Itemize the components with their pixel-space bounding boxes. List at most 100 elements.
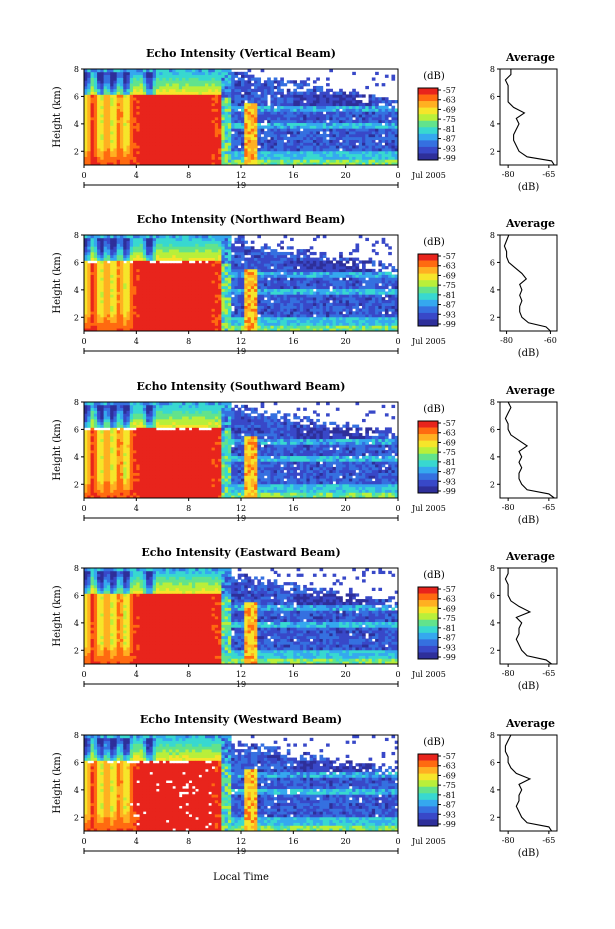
- heatmap-cell: [84, 91, 88, 95]
- heatmap-cell: [133, 162, 137, 166]
- heatmap-cell: [218, 105, 222, 109]
- heatmap-cell: [299, 139, 304, 143]
- heatmap-cell: [169, 243, 173, 247]
- heatmap-cell: [224, 122, 229, 126]
- heatmap-cell: [100, 156, 105, 160]
- heatmap-cell: [283, 280, 288, 284]
- heatmap-cell: [123, 139, 127, 143]
- heatmap-cell: [254, 97, 258, 101]
- heatmap-cell: [172, 100, 176, 104]
- heatmap-cell: [152, 153, 157, 157]
- heatmap-cell: [244, 117, 248, 121]
- heatmap-cell: [106, 316, 111, 321]
- heatmap-cell: [93, 277, 98, 281]
- heatmap-cell: [136, 277, 140, 281]
- heatmap-cell: [254, 328, 258, 332]
- heatmap-cell: [352, 156, 356, 160]
- heatmap-cell: [90, 83, 95, 87]
- heatmap-cell: [276, 91, 281, 95]
- heatmap-cell: [146, 94, 150, 98]
- heatmap-cell: [211, 108, 216, 112]
- heatmap-cell: [103, 145, 108, 149]
- heatmap-cell: [260, 302, 265, 306]
- heatmap-cell: [113, 91, 118, 95]
- heatmap-cell: [234, 257, 239, 261]
- heatmap-cell: [178, 145, 183, 149]
- heatmap-cell: [188, 136, 193, 140]
- heatmap-cell: [90, 254, 95, 258]
- heatmap-cell: [103, 108, 108, 112]
- heatmap-cell: [136, 94, 140, 98]
- heatmap-cell: [139, 145, 144, 149]
- heatmap-cell: [231, 271, 235, 275]
- heatmap-cell: [326, 105, 330, 109]
- heatmap-cell: [185, 257, 190, 261]
- heatmap-cell: [286, 117, 291, 121]
- heatmap-cell: [378, 108, 383, 112]
- heatmap-cell: [178, 240, 183, 244]
- heatmap-cell: [198, 133, 203, 138]
- heatmap-cell: [276, 125, 281, 129]
- heatmap-cell: [342, 119, 347, 124]
- heatmap-cell: [149, 328, 154, 332]
- heatmap-cell: [93, 235, 98, 239]
- heatmap-cell: [329, 128, 333, 132]
- heatmap-cell: [152, 266, 157, 270]
- heatmap-cell: [139, 263, 144, 267]
- heatmap-cell: [260, 274, 265, 278]
- heatmap-cell: [316, 136, 320, 140]
- heatmap-cell: [309, 108, 314, 112]
- heatmap-cell: [97, 142, 101, 146]
- heatmap-cell: [355, 94, 360, 98]
- heatmap-cell: [201, 305, 206, 309]
- heatmap-cell: [290, 100, 294, 104]
- heatmap-cell: [201, 294, 206, 298]
- heatmap-cell: [375, 148, 379, 152]
- heatmap-cell: [250, 277, 255, 281]
- heatmap-cell: [103, 263, 108, 267]
- heatmap-cell: [296, 122, 301, 126]
- heatmap-cell: [142, 280, 147, 284]
- heatmap-cell: [280, 260, 284, 264]
- heatmap-cell: [162, 266, 167, 270]
- heatmap-cell: [299, 145, 304, 149]
- heatmap-cell: [191, 74, 196, 78]
- heatmap-cell: [123, 83, 127, 87]
- heatmap-cell: [182, 266, 186, 270]
- heatmap-cell: [394, 162, 399, 166]
- heatmap-cell: [84, 268, 88, 273]
- heatmap-cell: [110, 283, 114, 287]
- heatmap-cell: [106, 280, 111, 284]
- heatmap-cell: [169, 285, 173, 290]
- heatmap-cell: [260, 156, 265, 160]
- heatmap-cell: [152, 159, 157, 163]
- heatmap-cell: [254, 153, 258, 157]
- heatmap-cell: [201, 277, 206, 281]
- heatmap-cell: [165, 108, 170, 112]
- heatmap-cell: [172, 277, 176, 281]
- heatmap-cell: [106, 288, 111, 292]
- heatmap-cell: [218, 322, 222, 326]
- heatmap-cell: [214, 133, 219, 138]
- heatmap-cell: [273, 125, 278, 129]
- heatmap-cell: [191, 308, 196, 312]
- heatmap-cell: [123, 111, 127, 115]
- heatmap-cell: [211, 297, 216, 301]
- heatmap-cell: [87, 288, 91, 292]
- heatmap-cell: [169, 150, 173, 155]
- heatmap-cell: [172, 274, 176, 278]
- heatmap-cell: [129, 237, 134, 242]
- heatmap-cell: [280, 105, 284, 109]
- heatmap-cell: [182, 80, 186, 84]
- heatmap-cells: [84, 69, 399, 166]
- heatmap-cell: [182, 133, 186, 138]
- heatmap-cell: [231, 257, 235, 261]
- heatmap-cell: [182, 83, 186, 87]
- heatmap-cell: [303, 131, 307, 135]
- heatmap-cell: [384, 100, 389, 104]
- heatmap-cell: [116, 316, 121, 321]
- heatmap-cell: [126, 145, 131, 149]
- heatmap-cell: [90, 156, 95, 160]
- heatmap-cell: [224, 150, 229, 155]
- heatmap-cell: [290, 162, 294, 166]
